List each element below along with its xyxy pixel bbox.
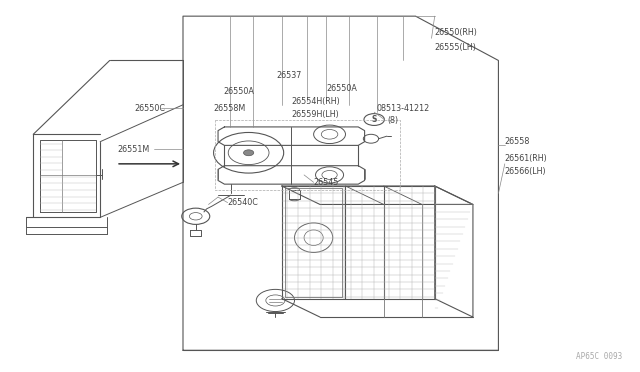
Text: 26550(RH): 26550(RH) [435,28,477,37]
Text: 26559H(LH): 26559H(LH) [291,109,339,119]
Text: 26566(LH): 26566(LH) [505,167,547,176]
Text: S: S [371,115,377,124]
Circle shape [244,150,253,156]
Text: 26555(LH): 26555(LH) [435,43,477,52]
Text: 26550A: 26550A [223,87,254,96]
Text: 26537: 26537 [276,71,302,80]
Text: 26554H(RH): 26554H(RH) [291,97,340,106]
Text: AP65C 0093: AP65C 0093 [577,352,623,361]
Text: 26545: 26545 [314,178,339,187]
Text: 26550C: 26550C [134,104,165,113]
Text: 26550A: 26550A [326,84,357,93]
Text: 26551M: 26551M [117,145,150,154]
Text: 26540C: 26540C [228,198,259,207]
Text: (8): (8) [387,116,398,125]
Text: 08513-41212: 08513-41212 [376,104,429,113]
Text: 26558: 26558 [505,137,530,146]
Text: 26558M: 26558M [213,104,245,113]
Text: 26561(RH): 26561(RH) [505,154,548,163]
